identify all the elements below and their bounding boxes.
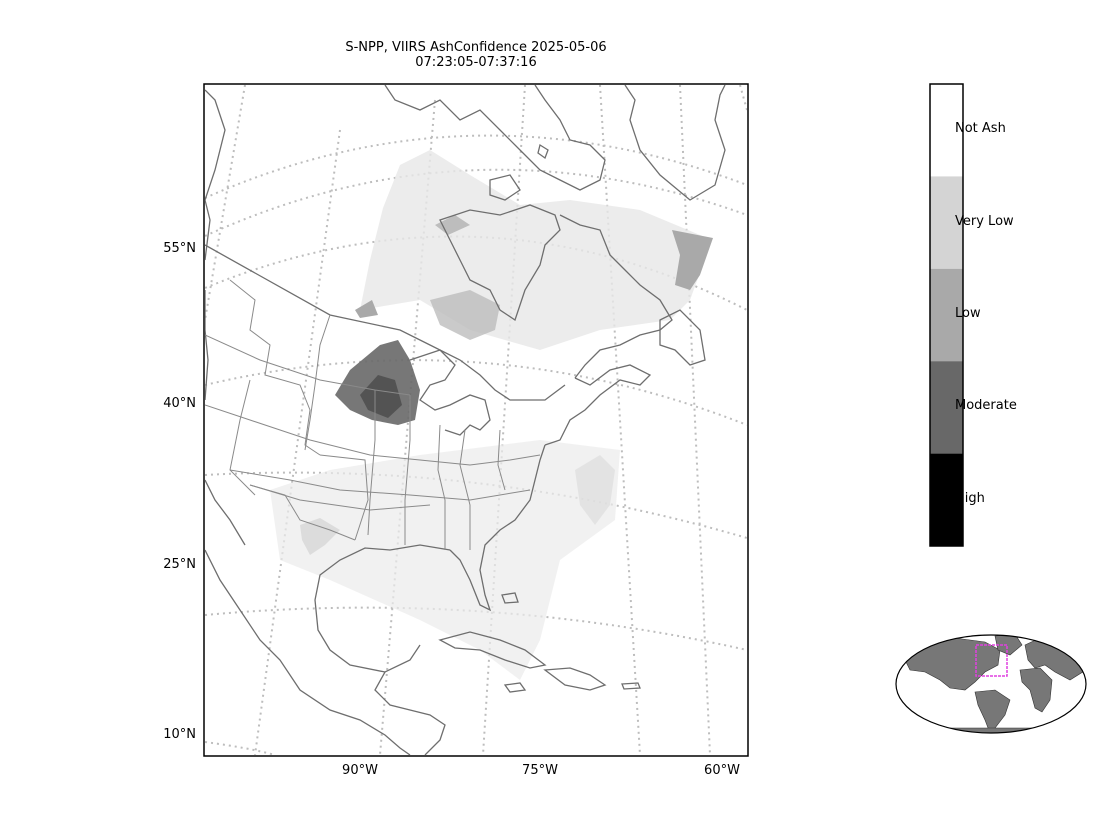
colorbar-label-high: High	[955, 491, 985, 506]
border-states-vertical-5	[497, 429, 506, 491]
colorbar	[929, 83, 964, 547]
gridline-lat-a	[205, 134, 747, 199]
gridline-lon-60	[679, 85, 711, 755]
gridline-lat-20	[205, 606, 747, 651]
swath-high-patch	[360, 375, 402, 418]
lat-label-55: 55°N	[163, 241, 196, 256]
border-states-west	[229, 379, 256, 496]
coast-hispaniola	[543, 667, 607, 691]
inset-extent-box	[975, 644, 1008, 677]
state-borders	[205, 279, 541, 550]
map-title: S-NPP, VIIRS AshConfidence 2025-05-06 07…	[204, 40, 748, 70]
border-states-vertical-4	[459, 429, 471, 550]
border-states-vertical-2	[404, 395, 411, 545]
coast-arctic-island-3	[537, 143, 549, 160]
coast-us-east	[449, 444, 546, 612]
border-states-row3	[229, 469, 531, 501]
gridline-lon-110	[205, 85, 246, 321]
lon-label-90w: 90°W	[342, 763, 378, 778]
latitude-gridlines	[205, 134, 747, 755]
coast-arctic-islands	[384, 85, 606, 191]
inset-outline	[895, 634, 1087, 734]
border-states-row2	[205, 404, 541, 466]
border-states-texas	[319, 454, 369, 541]
gridline-lat-10	[205, 741, 276, 755]
colorbar-label-low: Low	[955, 306, 981, 321]
colorbar-label-not-ash: Not Ash	[955, 121, 1006, 136]
swath-low-patch-2	[672, 230, 713, 290]
colorbar-segment-low	[930, 268, 963, 362]
border-states-north	[229, 279, 321, 456]
lat-label-25: 25°N	[163, 557, 196, 572]
border-states-row1	[205, 334, 411, 396]
coast-central-america	[374, 671, 446, 755]
colorbar-segment-high	[930, 453, 963, 546]
swath-low-patch-4	[430, 290, 500, 340]
inset-north-america	[899, 637, 1001, 691]
swath-low-patch-1	[355, 300, 378, 318]
inset-globe	[895, 634, 1087, 734]
inset-africa	[1019, 667, 1053, 713]
border-states-vertical-1	[367, 390, 376, 536]
coast-puerto-rico	[621, 682, 641, 690]
coastlines-and-borders	[205, 85, 726, 755]
inset-antarctica	[924, 727, 1061, 733]
swath-very-low-south	[270, 440, 620, 680]
title-line-1: S-NPP, VIIRS AshConfidence 2025-05-06	[345, 40, 607, 55]
coast-cuba	[438, 631, 547, 669]
coast-mexico-west	[205, 549, 411, 755]
coast-jamaica	[503, 682, 527, 693]
border-states-plains	[304, 314, 331, 451]
ash-confidence-swath	[270, 150, 713, 680]
swath-low-patch-3	[435, 215, 470, 235]
lat-label-40: 40°N	[163, 396, 196, 411]
inset-land	[899, 635, 1086, 733]
coast-arctic-island-2	[489, 174, 521, 201]
border-us-canada	[205, 244, 566, 401]
border-us-mexico	[249, 484, 356, 541]
coast-bahamas	[501, 592, 519, 604]
coast-baja	[205, 479, 246, 546]
coast-newfoundland	[659, 309, 706, 366]
coast-pacific-us	[205, 290, 209, 401]
gridline-lon-50	[739, 85, 747, 111]
main-map	[203, 83, 749, 757]
inset-greenland	[994, 635, 1023, 656]
coast-great-lakes	[409, 349, 491, 436]
colorbar-label-moderate: Moderate	[955, 398, 1017, 413]
coast-gulf-st-lawrence	[544, 364, 652, 446]
coast-greenland	[624, 85, 726, 201]
colorbar-label-very-low: Very Low	[955, 214, 1014, 229]
border-states-vertical-3	[437, 424, 446, 550]
gridline-lon-70	[599, 85, 641, 755]
map-frame	[203, 83, 749, 757]
coast-labrador	[559, 214, 673, 379]
gridline-lat-55	[205, 168, 747, 237]
coast-pacific-nw	[205, 89, 226, 261]
lon-label-60w: 60°W	[704, 763, 740, 778]
colorbar-segment-moderate	[930, 361, 963, 454]
coast-hudson-bay	[439, 204, 561, 322]
colorbar-segment-not-ash	[930, 84, 963, 177]
colorbar-frame	[929, 83, 964, 547]
lon-label-75w: 75°W	[522, 763, 558, 778]
title-line-2: 07:23:05-07:37:16	[415, 55, 537, 70]
colorbar-segment-very-low	[930, 176, 963, 269]
lat-label-10: 10°N	[163, 727, 196, 742]
